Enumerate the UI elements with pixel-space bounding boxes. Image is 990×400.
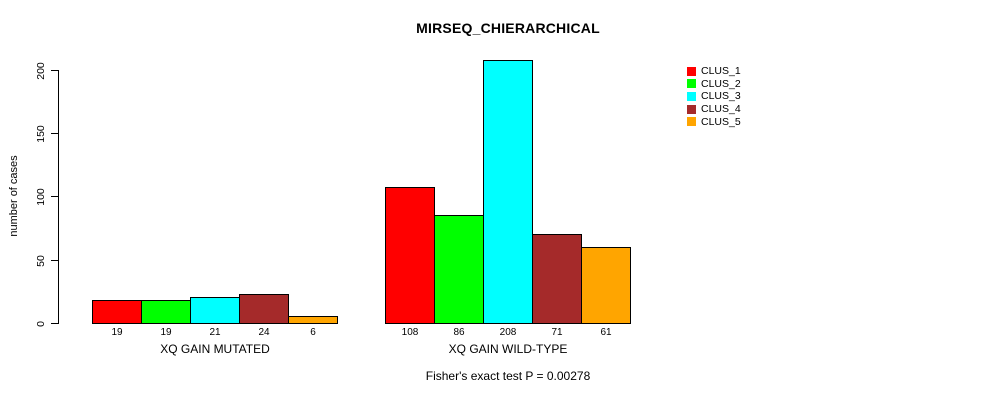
bar-clus_5-xq-gain-mutated (288, 316, 338, 324)
bar-value-label: 108 (401, 327, 419, 338)
bar-clus_4-xq-gain-wild-type (532, 234, 582, 324)
bar-value-label: 21 (209, 327, 221, 338)
bar-clus_2-xq-gain-wild-type (434, 215, 484, 324)
legend-item-clus_4: CLUS_4 (687, 103, 741, 116)
caption: Fisher's exact test P = 0.00278 (425, 369, 591, 383)
bar-value-label: 6 (310, 327, 316, 338)
bar-value-label: 71 (551, 327, 563, 338)
bar-value-label: 19 (160, 327, 172, 338)
legend-item-clus_5: CLUS_5 (687, 116, 741, 129)
bar-value-label: 24 (258, 327, 270, 338)
y-axis-tick-label: 0 (35, 320, 47, 327)
y-axis-tick (51, 323, 58, 324)
chart-title: MIRSEQ_CHIERARCHICAL (416, 20, 600, 36)
bar-clus_5-xq-gain-wild-type (581, 247, 631, 324)
y-axis-tick-label: 100 (35, 187, 47, 206)
bar-clus_3-xq-gain-wild-type (483, 60, 533, 324)
legend-item-clus_1: CLUS_1 (687, 65, 741, 78)
legend-swatch-clus_1 (687, 66, 696, 76)
y-axis-tick (51, 196, 58, 197)
bar-clus_1-xq-gain-wild-type (385, 187, 435, 324)
y-axis-line (58, 70, 59, 324)
category-label-2: XQ GAIN WILD-TYPE (448, 342, 568, 356)
legend: CLUS_1 CLUS_2 CLUS_3 CLUS_4 CLUS_5 (687, 65, 741, 128)
legend-swatch-clus_4 (687, 104, 696, 114)
y-axis-tick-label: 150 (35, 124, 47, 143)
bar-clus_3-xq-gain-mutated (190, 297, 240, 324)
bar-value-label: 86 (453, 327, 465, 338)
legend-label: CLUS_3 (701, 90, 741, 103)
y-axis-tick-label: 50 (35, 254, 47, 267)
y-axis-tick (51, 133, 58, 134)
legend-swatch-clus_3 (687, 92, 696, 102)
legend-swatch-clus_5 (687, 117, 696, 127)
legend-label: CLUS_4 (701, 102, 741, 115)
legend-swatch-clus_2 (687, 79, 696, 89)
legend-item-clus_2: CLUS_2 (687, 78, 741, 91)
bar-value-label: 208 (499, 327, 517, 338)
bar-clus_4-xq-gain-mutated (239, 294, 289, 324)
y-axis-label: number of cases (8, 155, 20, 237)
y-axis-tick (51, 70, 58, 71)
bar-clus_2-xq-gain-mutated (141, 300, 191, 324)
y-axis-tick (51, 260, 58, 261)
y-axis-tick-label: 200 (35, 61, 47, 80)
legend-item-clus_3: CLUS_3 (687, 90, 741, 103)
bar-value-label: 61 (600, 327, 612, 338)
legend-label: CLUS_1 (701, 65, 741, 78)
bar-value-label: 19 (111, 327, 123, 338)
legend-label: CLUS_2 (701, 77, 741, 90)
legend-label: CLUS_5 (701, 115, 741, 128)
category-label-1: XQ GAIN MUTATED (160, 342, 270, 356)
bar-clus_1-xq-gain-mutated (92, 300, 142, 324)
